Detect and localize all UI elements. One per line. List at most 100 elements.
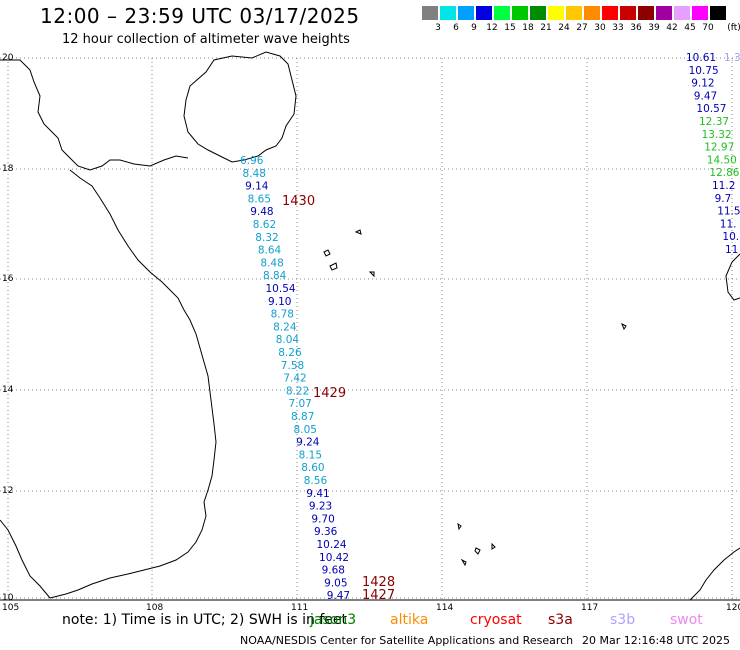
spratly-island	[460, 558, 467, 567]
legend-swatch	[656, 6, 672, 20]
coastline	[0, 51, 740, 601]
wave-height-label: 8.65	[248, 193, 271, 205]
pass-time-label: 1428	[362, 575, 395, 590]
hainan-coastline	[183, 51, 297, 163]
wave-height-label: 9.48	[250, 206, 273, 218]
paracel-island	[368, 271, 375, 278]
wave-height-label: 8.48	[260, 257, 283, 269]
pass-time-label: 1427	[362, 588, 395, 603]
satellite-name: s3a	[548, 612, 573, 628]
map-subtitle: 12 hour collection of altimeter wave hei…	[62, 32, 350, 47]
wave-height-label: 9.12	[691, 78, 714, 90]
legend-swatch	[620, 6, 636, 20]
wave-height-label: 11	[725, 244, 738, 256]
wave-height-label: 13.32	[702, 129, 732, 141]
legend-label: 39	[648, 23, 660, 33]
palawan-coastline	[689, 547, 740, 601]
data-source: NOAA/NESDIS Center for Satellite Applica…	[240, 634, 574, 647]
satellite-name: jason3	[310, 612, 357, 628]
lat-label: 12	[2, 486, 13, 496]
wave-height-label: 10.61	[686, 52, 716, 64]
wave-height-label: 11.2	[712, 180, 735, 192]
wave-height-label: 8.87	[291, 411, 314, 423]
reef	[621, 322, 627, 331]
legend-swatch	[638, 6, 654, 20]
wave-height-label: 8.78	[271, 309, 294, 321]
lat-label: 10	[2, 593, 14, 603]
wave-height-label: 9.36	[314, 526, 338, 538]
legend-swatch	[422, 6, 438, 20]
cambodia-coastline	[0, 519, 51, 599]
legend-swatch	[440, 6, 456, 20]
legend-swatch	[548, 6, 564, 20]
legend-label: 6	[453, 23, 459, 33]
legend-label: 27	[576, 23, 588, 33]
altimeter-track: 6.968.489.148.659.488.628.328.648.488.84…	[240, 155, 395, 603]
legend-swatch	[512, 6, 528, 20]
wave-height-label: 10.	[722, 231, 739, 243]
wave-height-label: 10.42	[319, 552, 349, 564]
map-title: 12:00 – 23:59 UTC 03/17/2025	[40, 4, 360, 28]
legend-swatch	[674, 6, 690, 20]
paracel-island	[354, 229, 362, 235]
spratly-island	[457, 522, 462, 531]
legend-label: 24	[558, 23, 570, 33]
wave-height-label: 9.14	[245, 181, 269, 193]
lon-label: 114	[436, 603, 453, 613]
wave-height-label: 10.54	[266, 283, 296, 295]
satellite-name: cryosat	[470, 612, 522, 628]
wave-height-label: 8.64	[258, 245, 282, 257]
wave-height-label: 8.56	[304, 475, 328, 487]
legend-label: 3	[435, 23, 441, 33]
pass-time-label: 1429	[313, 386, 346, 401]
paracel-island	[323, 249, 331, 257]
lon-label: 111	[291, 603, 308, 613]
legend-swatch	[710, 6, 726, 20]
wave-height-label: 11.	[720, 218, 737, 230]
lon-label: 108	[146, 603, 163, 613]
paracel-island	[329, 262, 338, 271]
wave-height-label: 9.05	[324, 577, 347, 589]
legend-unit: (ft)	[727, 23, 740, 33]
wave-height-label: 8.05	[294, 424, 317, 436]
wave-height-label: 10.57	[696, 103, 726, 115]
wave-height-label: 7.58	[281, 360, 304, 372]
wave-height-label: 8.24	[273, 321, 297, 333]
legend-label: 15	[504, 23, 516, 33]
lat-label: 14	[2, 385, 14, 395]
wave-height-label: 7.42	[283, 373, 306, 385]
wave-height-label: 8.15	[299, 449, 322, 461]
wave-height-label: 8.48	[243, 168, 266, 180]
legend-swatch	[692, 6, 708, 20]
pass-time-label: 1430	[282, 194, 315, 209]
lat-label: 16	[2, 274, 14, 284]
wave-height-label: 9.41	[306, 488, 329, 500]
legend-label: 42	[666, 23, 678, 33]
legend-label: 33	[612, 23, 624, 33]
wave-height-label: 11.5	[717, 206, 740, 218]
satellite-name: swot	[670, 612, 703, 628]
legend-label: 36	[630, 23, 642, 33]
wave-height-label: 9.7	[715, 193, 732, 205]
legend-label: 70	[702, 23, 714, 33]
legend-swatch	[530, 6, 546, 20]
wave-height-label: 6.96	[240, 155, 264, 167]
spratly-island	[474, 547, 481, 555]
wave-height-label: 12.86	[709, 167, 739, 179]
lat-label: 20	[2, 53, 14, 63]
wave-height-label: 9.47	[694, 90, 717, 102]
wave-height-label: 8.04	[276, 334, 300, 346]
lon-label: 120	[726, 603, 740, 613]
spratly-island	[491, 542, 496, 550]
wave-height-label: 9.23	[309, 501, 332, 513]
legend-label: 21	[540, 23, 552, 33]
wave-height-label: 9.47	[327, 590, 350, 602]
wave-height-label: 12.37	[699, 116, 729, 128]
legend-swatch	[584, 6, 600, 20]
legend-swatch	[494, 6, 510, 20]
wave-height-label: 8.60	[301, 462, 324, 474]
satellite-name: s3b	[610, 612, 636, 628]
legend-label: 9	[471, 23, 477, 33]
satellite-name: altika	[390, 612, 429, 628]
